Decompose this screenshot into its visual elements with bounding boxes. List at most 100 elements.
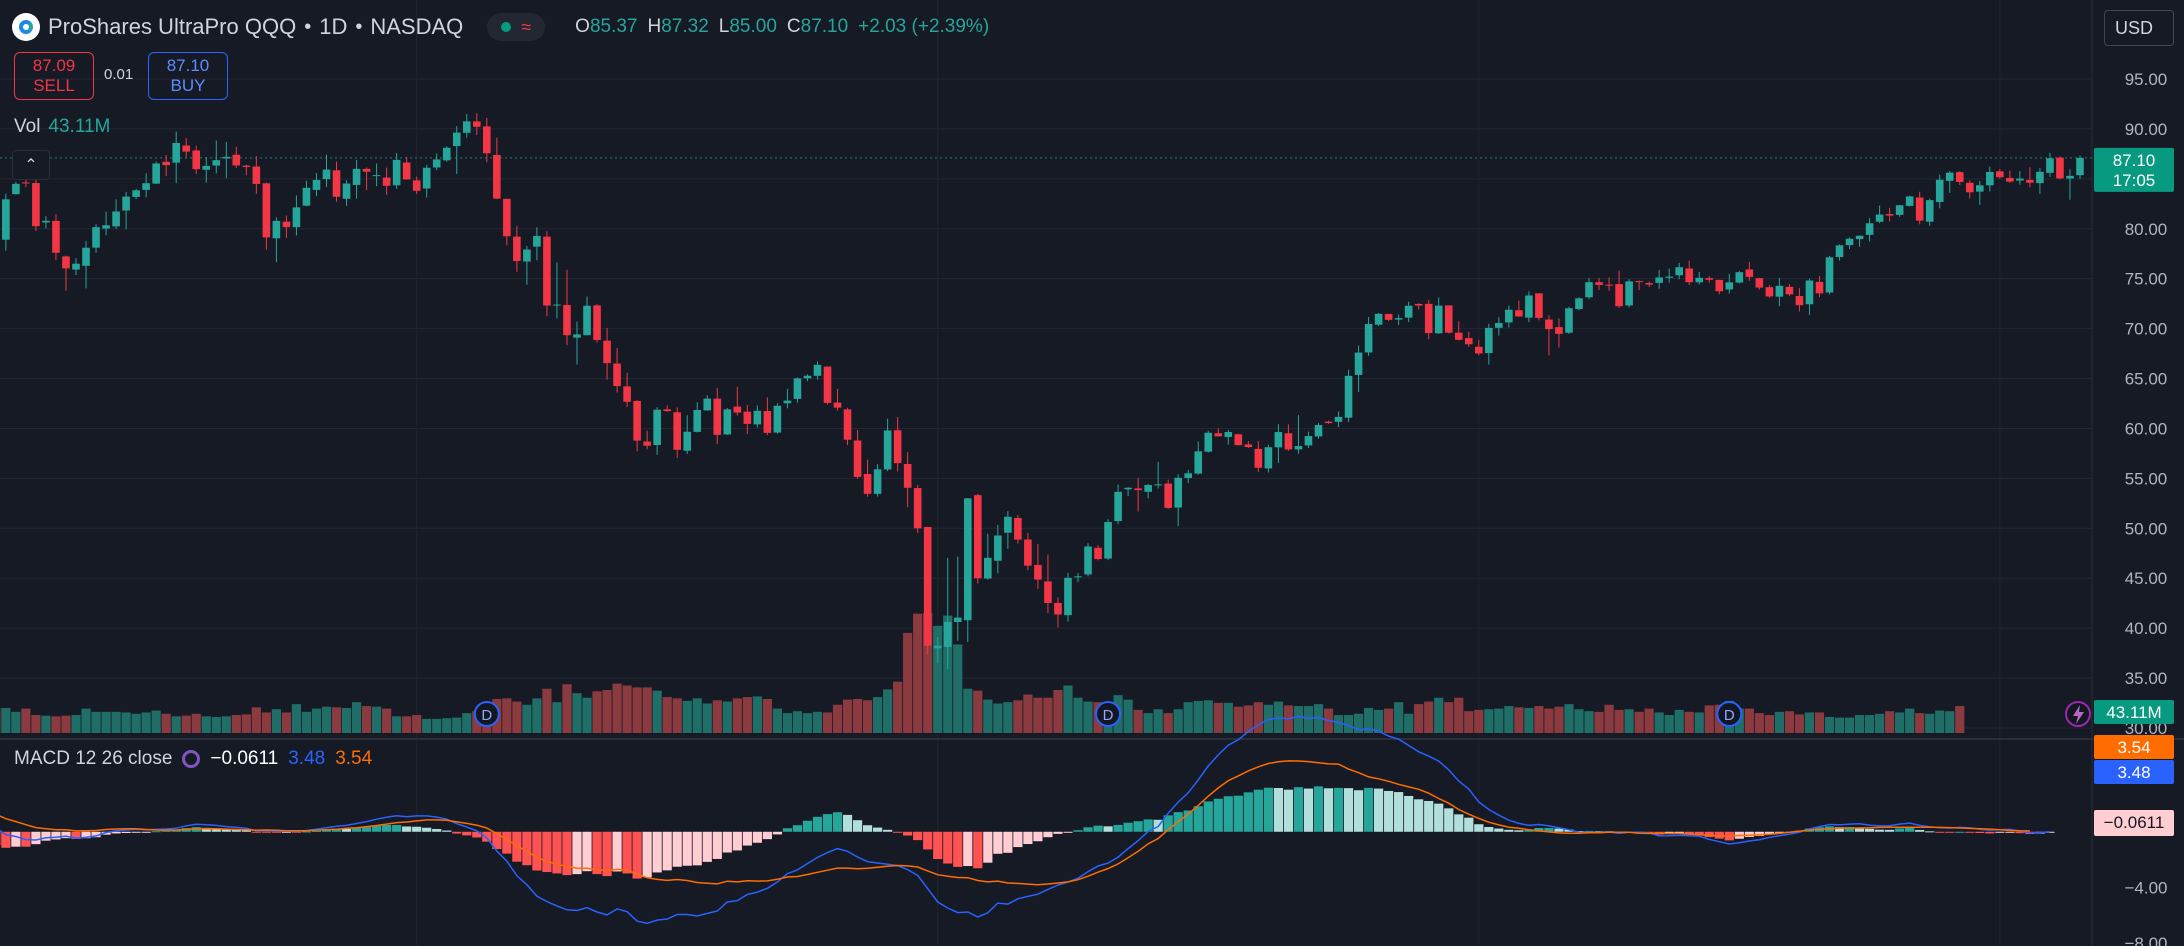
macd-hist-bar <box>842 814 853 832</box>
volume-bar <box>1173 709 1183 733</box>
volume-bar <box>953 644 963 733</box>
volume-bar <box>1143 713 1153 733</box>
candle-body <box>1244 444 1253 448</box>
macd-hist-bar <box>121 831 131 834</box>
candle-body <box>1965 182 1974 193</box>
candle-body <box>673 412 681 450</box>
macd-legend[interactable]: MACD 12 26 close −0.0611 3.48 3.54 <box>14 748 372 770</box>
candle-body <box>703 398 712 411</box>
macd-hist-bar <box>11 831 21 847</box>
volume-bar <box>532 698 542 733</box>
macd-hist-bar <box>1875 829 1885 832</box>
macd-hist-bar <box>1263 787 1273 832</box>
macd-hist-bar <box>341 828 352 832</box>
price-tick-label: 80.00 <box>2125 220 2168 239</box>
symbol-name[interactable]: ProShares UltraPro QQQ <box>48 14 297 39</box>
candle-body <box>92 227 100 248</box>
volume-bar <box>201 716 211 733</box>
volume-bar <box>121 712 131 733</box>
candle-body <box>543 236 551 306</box>
candle-body <box>813 364 822 376</box>
macd-hist-bar <box>241 830 251 832</box>
candle-body <box>162 161 170 166</box>
candle-body <box>1835 245 1844 258</box>
volume-bar <box>1343 715 1354 733</box>
candle-body <box>1074 576 1082 578</box>
macd-hist-bar <box>782 828 793 832</box>
change-value: +2.03 (+2.39%) <box>858 16 990 37</box>
dividend-marker-letter: D <box>1724 707 1735 724</box>
volume-bar <box>1604 704 1614 733</box>
exchange: NASDAQ <box>370 14 464 39</box>
macd-hist-bar <box>372 825 382 832</box>
macd-hist-bar <box>2045 831 2055 833</box>
volume-bar <box>1864 715 1875 733</box>
symbol-logo-icon[interactable] <box>12 13 40 41</box>
macd-hist-bar <box>1133 821 1143 832</box>
volume-bar <box>1915 713 1925 733</box>
candle-body <box>1986 171 1994 186</box>
price-tick-label: 95.00 <box>2125 70 2168 89</box>
refresh-icon[interactable] <box>182 750 201 768</box>
volume-bar <box>1 707 11 733</box>
macd-hist-bar <box>472 831 482 838</box>
candle-body <box>1114 491 1122 522</box>
volume-bar <box>1564 704 1574 733</box>
candle-body <box>623 386 631 402</box>
candle-body <box>643 441 651 446</box>
macd-hist-bar <box>1534 828 1544 832</box>
candle-body <box>1945 172 1954 181</box>
volume-bar <box>1484 709 1494 733</box>
currency-button[interactable]: USD <box>2104 10 2174 46</box>
candle-body <box>843 409 852 440</box>
candle-body <box>1164 483 1172 508</box>
volume-bar <box>442 718 452 733</box>
volume-bar <box>1824 716 1835 733</box>
macd-hist-bar <box>1003 831 1013 853</box>
volume-name: Vol <box>14 116 41 137</box>
macd-hist-bar <box>532 831 542 871</box>
volume-bar <box>692 698 702 733</box>
candle-body <box>1194 451 1203 474</box>
volume-bar <box>812 711 823 733</box>
volume-bar <box>652 690 662 733</box>
candle-body <box>1535 293 1543 318</box>
macd-hist-bar <box>382 824 392 832</box>
candle-body <box>1444 305 1453 333</box>
candle-body <box>142 183 150 190</box>
volume-bar <box>432 718 442 733</box>
candle-body <box>2066 175 2074 179</box>
collapse-legend-button[interactable]: ⌃ <box>12 150 50 180</box>
macd-hist-bar <box>432 828 442 832</box>
macd-hist-bar <box>572 831 582 875</box>
market-status-pill[interactable]: ≈ <box>487 13 546 41</box>
buy-button[interactable]: 87.10 BUY <box>148 52 228 100</box>
macd-hist-bar <box>1384 790 1394 832</box>
candle-body <box>1855 235 1864 240</box>
header-separator: • <box>304 15 312 38</box>
candle-body <box>1464 338 1473 345</box>
volume-legend[interactable]: Vol 43.11M <box>14 116 110 138</box>
macd-hist-bar <box>91 831 101 838</box>
sell-button[interactable]: 87.09 SELL <box>14 52 94 100</box>
macd-hist-bar <box>752 831 762 843</box>
macd-hist-bar <box>251 831 261 833</box>
volume-bar <box>31 715 41 733</box>
low-label: L <box>718 16 730 37</box>
volume-bar <box>1053 690 1063 733</box>
interval[interactable]: 1D <box>319 14 348 39</box>
volume-bar <box>632 687 642 733</box>
macd-hist-bar <box>1975 831 1985 834</box>
macd-hist-bar <box>61 831 71 839</box>
market-open-dot-icon <box>501 22 512 32</box>
volume-bar <box>722 701 732 733</box>
macd-hist-bar <box>893 831 903 833</box>
candle-body <box>1515 310 1523 317</box>
volume-bar <box>702 703 712 733</box>
candle-body <box>1755 278 1764 288</box>
volume-bar <box>1594 711 1604 733</box>
chevron-up-icon: ⌃ <box>24 157 38 174</box>
chart-header: ProShares UltraPro QQQ • 1D • NASDAQ ≈ O… <box>12 10 989 44</box>
candle-body <box>1024 539 1032 566</box>
